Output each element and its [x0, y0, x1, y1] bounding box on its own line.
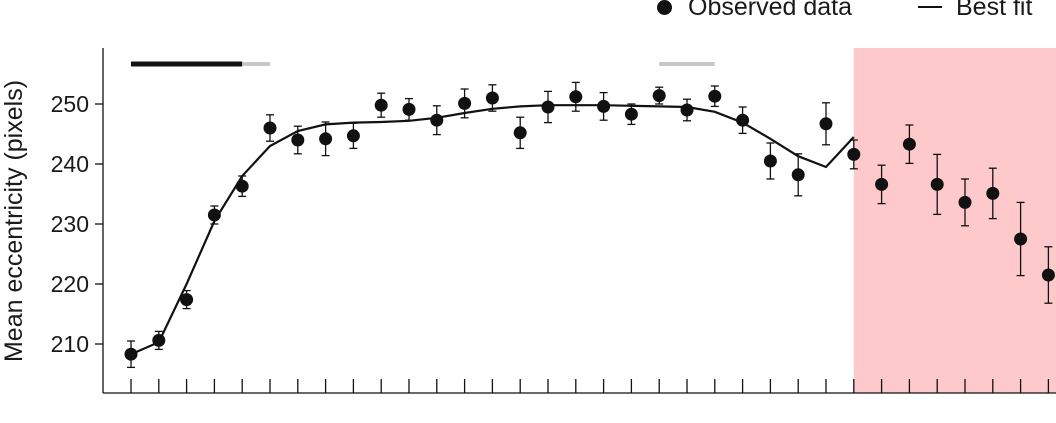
- data-point: [207, 205, 221, 225]
- y-tick-label-220: 220: [51, 271, 89, 297]
- y-axis-label: Mean eccentricity (pixels): [0, 80, 28, 362]
- point-marker: [1014, 232, 1028, 246]
- data-point: [180, 289, 194, 310]
- data-point: [319, 121, 333, 157]
- point-marker: [374, 98, 388, 112]
- point-marker: [513, 126, 527, 140]
- data-point: [708, 85, 722, 108]
- point-marker: [958, 195, 972, 209]
- data-point: [736, 106, 750, 135]
- point-marker: [235, 179, 249, 193]
- legend-line-icon: [918, 6, 942, 8]
- data-point: [847, 139, 861, 170]
- point-marker: [458, 96, 472, 110]
- point-marker: [180, 293, 194, 307]
- data-point: [513, 116, 527, 150]
- data-point: [624, 103, 638, 126]
- data-point: [652, 86, 666, 105]
- point-marker: [402, 102, 416, 116]
- data-point: [291, 125, 305, 155]
- data-point: [597, 91, 611, 121]
- data-point: [819, 102, 833, 146]
- data-point: [986, 167, 1000, 220]
- data-point: [541, 90, 555, 124]
- point-marker: [569, 90, 583, 104]
- data-point: [458, 88, 472, 119]
- data-point: [930, 153, 944, 216]
- point-marker: [430, 113, 444, 127]
- data-point: [1041, 246, 1055, 304]
- point-marker: [152, 333, 166, 347]
- point-marker: [708, 89, 722, 103]
- data-point: [124, 340, 138, 369]
- y-tick-label-210: 210: [51, 331, 89, 357]
- point-marker: [263, 121, 277, 135]
- point-marker: [485, 91, 499, 105]
- point-marker: [597, 99, 611, 113]
- point-marker: [207, 208, 221, 222]
- legend-observed: Observed data: [657, 0, 852, 22]
- point-marker: [902, 137, 916, 151]
- point-marker: [736, 113, 750, 127]
- point-marker: [680, 103, 694, 117]
- point-marker: [319, 132, 333, 146]
- data-point: [235, 175, 249, 198]
- legend-label-observed: Observed data: [688, 0, 852, 21]
- data-point: [346, 122, 360, 150]
- legend-dot-icon: [657, 0, 672, 15]
- point-marker: [124, 347, 138, 361]
- data-point: [263, 114, 277, 142]
- data-point: [152, 330, 166, 351]
- data-point: [1014, 201, 1028, 277]
- point-marker: [791, 168, 805, 182]
- data-point: [430, 105, 444, 136]
- y-tick-label-240: 240: [51, 151, 89, 177]
- shaded-region: [853, 48, 1056, 393]
- y-tick-label-250: 250: [51, 91, 89, 117]
- point-marker: [541, 100, 555, 114]
- data-point: [680, 98, 694, 122]
- point-marker: [847, 147, 861, 161]
- data-point: [569, 81, 583, 112]
- data-point: [875, 164, 889, 205]
- data-point: [763, 142, 777, 180]
- y-tick-label-230: 230: [51, 211, 89, 237]
- legend-bestfit: Best fit: [918, 0, 1032, 22]
- point-marker: [819, 117, 833, 131]
- data-point: [958, 178, 972, 227]
- data-point: [485, 84, 499, 112]
- legend-label-bestfit: Best fit: [956, 0, 1033, 21]
- point-marker: [1041, 268, 1055, 282]
- data-point: [902, 124, 916, 165]
- point-marker: [652, 89, 666, 103]
- data-point: [402, 97, 416, 121]
- data-point: [374, 92, 388, 118]
- best-fit-line: [130, 104, 855, 356]
- axes: 210 220 230 240 250: [51, 48, 1056, 394]
- point-marker: [624, 107, 638, 121]
- point-marker: [930, 177, 944, 191]
- point-marker: [291, 133, 305, 147]
- observed-data-points: [124, 81, 1055, 369]
- point-marker: [346, 129, 360, 143]
- data-point: [791, 153, 805, 197]
- point-marker: [986, 186, 1000, 200]
- point-marker: [763, 154, 777, 168]
- point-marker: [875, 177, 889, 191]
